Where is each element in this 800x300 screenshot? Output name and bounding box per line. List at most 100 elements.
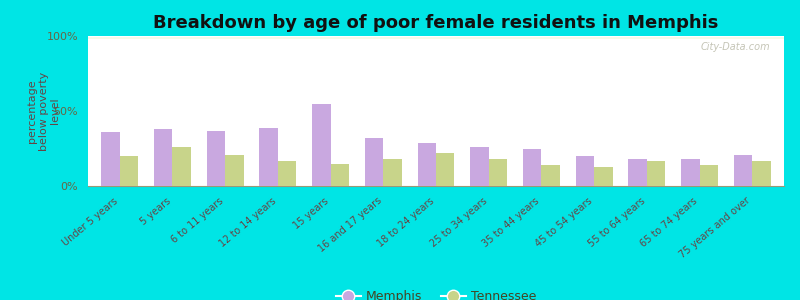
Bar xyxy=(330,164,349,186)
Bar xyxy=(88,36,784,38)
Bar xyxy=(172,147,191,186)
Bar xyxy=(88,38,784,39)
Bar xyxy=(88,37,784,39)
Bar xyxy=(523,148,542,186)
Bar xyxy=(88,38,784,39)
Bar xyxy=(88,36,784,38)
Bar xyxy=(88,37,784,38)
Bar xyxy=(88,36,784,38)
Bar xyxy=(88,37,784,39)
Bar xyxy=(88,36,784,38)
Bar xyxy=(88,36,784,38)
Bar xyxy=(88,37,784,38)
Bar xyxy=(436,153,454,186)
Bar xyxy=(88,37,784,38)
Bar xyxy=(88,37,784,38)
Bar xyxy=(88,36,784,38)
Bar xyxy=(88,38,784,39)
Bar xyxy=(88,37,784,38)
Bar xyxy=(88,37,784,38)
Bar xyxy=(88,37,784,38)
Bar xyxy=(88,37,784,39)
Bar xyxy=(542,165,560,186)
Bar xyxy=(88,36,784,38)
Bar xyxy=(88,36,784,38)
Bar xyxy=(88,37,784,38)
Bar xyxy=(88,38,784,39)
Bar xyxy=(88,37,784,38)
Bar xyxy=(88,36,784,38)
Bar xyxy=(88,36,784,38)
Bar xyxy=(594,167,613,186)
Bar xyxy=(88,36,784,38)
Bar xyxy=(88,37,784,38)
Bar xyxy=(88,37,784,38)
Bar xyxy=(576,156,594,186)
Bar xyxy=(88,37,784,38)
Bar xyxy=(278,160,296,186)
Bar xyxy=(88,37,784,38)
Bar xyxy=(88,37,784,38)
Bar xyxy=(88,37,784,39)
Bar xyxy=(88,37,784,38)
Bar xyxy=(88,37,784,39)
Bar xyxy=(88,37,784,38)
Bar xyxy=(225,154,243,186)
Bar xyxy=(88,37,784,38)
Legend: Memphis, Tennessee: Memphis, Tennessee xyxy=(330,285,542,300)
Bar xyxy=(88,36,784,38)
Bar xyxy=(489,159,507,186)
Bar xyxy=(88,37,784,39)
Y-axis label: percentage
below poverty
level: percentage below poverty level xyxy=(27,71,61,151)
Bar xyxy=(647,160,666,186)
Bar xyxy=(88,37,784,38)
Bar xyxy=(88,38,784,39)
Bar xyxy=(88,37,784,38)
Bar xyxy=(88,36,784,38)
Bar xyxy=(88,36,784,38)
Bar xyxy=(101,132,120,186)
Bar xyxy=(88,37,784,39)
Title: Breakdown by age of poor female residents in Memphis: Breakdown by age of poor female resident… xyxy=(154,14,718,32)
Bar xyxy=(700,165,718,186)
Bar xyxy=(88,37,784,38)
Bar xyxy=(88,37,784,38)
Bar xyxy=(88,37,784,39)
Bar xyxy=(88,37,784,39)
Bar xyxy=(88,36,784,38)
Bar xyxy=(88,37,784,39)
Bar xyxy=(88,37,784,38)
Bar xyxy=(88,37,784,38)
Bar xyxy=(365,138,383,186)
Bar xyxy=(88,36,784,38)
Bar xyxy=(88,37,784,38)
Bar xyxy=(88,37,784,39)
Bar xyxy=(88,36,784,38)
Bar xyxy=(88,37,784,39)
Text: City-Data.com: City-Data.com xyxy=(701,42,770,52)
Bar xyxy=(88,37,784,38)
Bar xyxy=(88,36,784,38)
Bar xyxy=(88,36,784,38)
Bar xyxy=(88,37,784,38)
Bar xyxy=(88,36,784,38)
Bar xyxy=(88,37,784,39)
Bar xyxy=(154,129,172,186)
Bar xyxy=(383,159,402,186)
Bar xyxy=(629,159,647,186)
Bar xyxy=(88,36,784,38)
Bar xyxy=(206,130,225,186)
Bar xyxy=(88,38,784,39)
Bar xyxy=(88,36,784,38)
Bar xyxy=(88,37,784,39)
Bar xyxy=(88,37,784,38)
Bar xyxy=(88,37,784,38)
Bar xyxy=(259,128,278,186)
Bar xyxy=(312,103,330,186)
Bar xyxy=(752,160,771,186)
Bar xyxy=(88,37,784,38)
Bar xyxy=(88,37,784,38)
Bar xyxy=(88,36,784,38)
Bar xyxy=(734,154,752,186)
Bar xyxy=(418,142,436,186)
